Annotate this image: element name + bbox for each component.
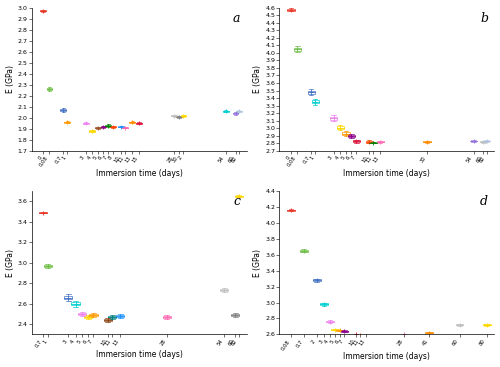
Y-axis label: E (GPa): E (GPa) <box>254 249 262 277</box>
Bar <box>352 334 360 335</box>
Bar <box>312 100 319 103</box>
Bar <box>82 123 88 124</box>
Text: d: d <box>480 195 488 208</box>
Bar <box>336 330 344 331</box>
Bar <box>122 127 128 128</box>
Bar <box>118 126 124 127</box>
Text: c: c <box>233 195 240 208</box>
Bar <box>366 141 373 143</box>
Bar <box>480 141 487 142</box>
Bar <box>176 116 182 117</box>
Bar <box>332 329 339 330</box>
Bar <box>220 289 228 291</box>
Bar <box>482 324 490 325</box>
Bar <box>39 212 48 213</box>
Bar <box>362 335 370 337</box>
Y-axis label: E (GPa): E (GPa) <box>6 65 15 93</box>
Bar <box>100 126 106 127</box>
Bar <box>352 140 360 142</box>
Y-axis label: E (GPa): E (GPa) <box>254 65 262 93</box>
Bar <box>308 91 315 94</box>
Bar <box>64 296 72 299</box>
Bar <box>348 135 355 137</box>
Bar <box>423 141 430 142</box>
Bar <box>104 319 112 321</box>
Bar <box>110 126 116 127</box>
Bar <box>78 313 86 315</box>
X-axis label: Immersion time (days): Immersion time (days) <box>96 350 182 359</box>
Bar <box>108 316 116 318</box>
Bar <box>313 279 320 281</box>
Bar <box>46 88 52 90</box>
Bar <box>330 117 337 120</box>
Bar <box>232 113 238 114</box>
Bar <box>172 115 177 116</box>
Bar <box>400 334 408 335</box>
Bar <box>95 127 101 128</box>
Bar <box>342 132 350 135</box>
Bar <box>130 122 135 123</box>
Bar <box>320 304 328 305</box>
Bar <box>116 315 124 317</box>
Bar <box>90 314 98 316</box>
Text: a: a <box>232 12 240 25</box>
Bar <box>370 142 376 143</box>
Bar <box>222 110 228 112</box>
Y-axis label: E (GPa): E (GPa) <box>6 249 15 277</box>
Bar <box>44 265 52 267</box>
Bar <box>288 9 295 11</box>
Text: b: b <box>480 12 488 25</box>
Bar <box>64 122 70 123</box>
Bar <box>234 196 243 197</box>
Bar <box>84 316 92 318</box>
Bar <box>340 331 348 332</box>
Bar <box>106 125 112 126</box>
Bar <box>136 123 142 124</box>
Bar <box>231 314 239 316</box>
Bar <box>287 210 295 211</box>
Bar <box>90 131 95 132</box>
Bar <box>60 109 66 111</box>
Bar <box>163 316 171 318</box>
X-axis label: Immersion time (days): Immersion time (days) <box>344 169 430 178</box>
Bar <box>336 126 344 129</box>
Bar <box>40 10 46 11</box>
Bar <box>294 48 301 51</box>
X-axis label: Immersion time (days): Immersion time (days) <box>96 169 182 178</box>
Bar <box>326 321 334 323</box>
Bar <box>180 115 186 116</box>
Bar <box>300 250 308 251</box>
X-axis label: Immersion time (days): Immersion time (days) <box>344 352 430 361</box>
Bar <box>376 141 384 142</box>
Bar <box>72 302 80 305</box>
Bar <box>236 110 242 112</box>
Bar <box>456 324 464 325</box>
